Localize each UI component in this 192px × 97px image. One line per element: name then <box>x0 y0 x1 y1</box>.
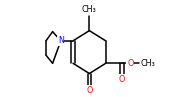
Text: O: O <box>127 59 133 68</box>
Text: N: N <box>58 36 64 45</box>
Text: O: O <box>119 75 125 84</box>
Text: CH₃: CH₃ <box>82 5 97 14</box>
Text: O: O <box>86 86 93 95</box>
Text: CH₃: CH₃ <box>140 59 155 68</box>
